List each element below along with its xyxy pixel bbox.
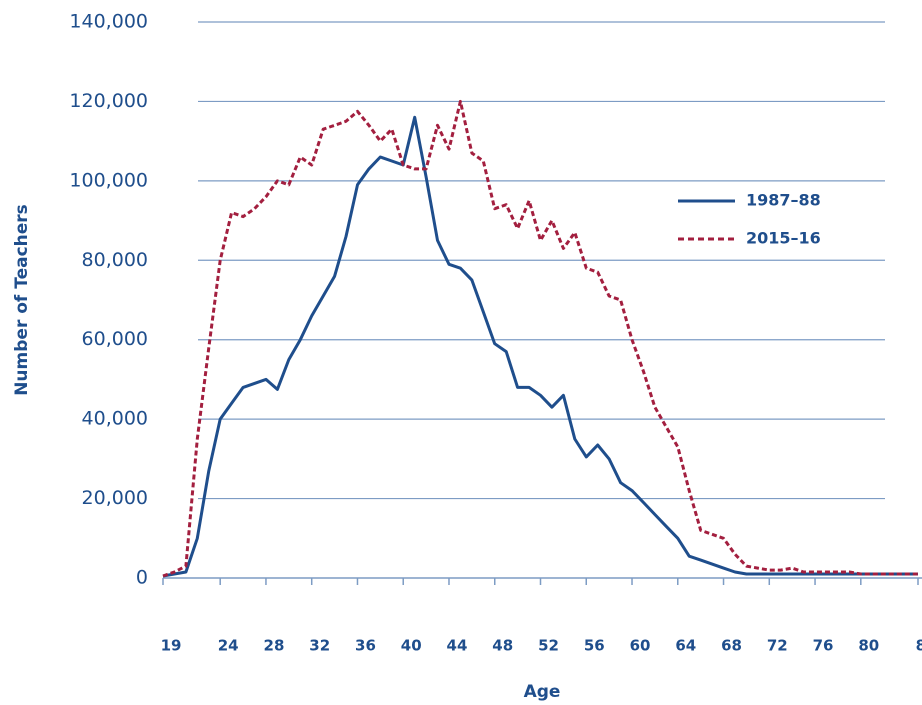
x-tick-label: 76 — [813, 637, 834, 655]
x-tick-label: 40 — [401, 637, 422, 655]
x-tick-label: 48 — [492, 637, 513, 655]
y-tick-label: 0 — [136, 567, 148, 589]
series-line — [162, 99, 918, 578]
x-tick-label: 32 — [309, 637, 330, 655]
x-tick-label: 44 — [447, 637, 468, 655]
y-tick-label: 40,000 — [82, 408, 148, 430]
y-tick-label: 20,000 — [82, 487, 148, 509]
y-tick-label: 140,000 — [69, 11, 148, 33]
x-tick-label: 19 — [161, 637, 182, 655]
y-tick-label: 80,000 — [82, 249, 148, 271]
y-tick-label: 60,000 — [82, 328, 148, 350]
x-axis-label: Age — [524, 682, 561, 702]
x-tick-label: 28 — [264, 637, 285, 655]
x-tick-label: 85 — [916, 637, 922, 655]
y-axis-label: Number of Teachers — [12, 204, 32, 396]
series-line — [162, 115, 918, 578]
legend-label: 1987–88 — [746, 191, 821, 210]
legend-label: 2015–16 — [746, 229, 821, 248]
x-tick-label: 64 — [675, 637, 696, 655]
y-tick-label: 100,000 — [69, 169, 148, 191]
x-tick-label: 24 — [218, 637, 239, 655]
x-tick-label: 36 — [355, 637, 376, 655]
x-tick-label: 60 — [630, 637, 651, 655]
x-tick-label: 72 — [767, 637, 788, 655]
x-tick-label: 56 — [584, 637, 605, 655]
x-tick-label: 52 — [538, 637, 559, 655]
x-tick-label: 80 — [858, 637, 879, 655]
y-tick-label: 120,000 — [69, 90, 148, 112]
x-tick-label: 68 — [721, 637, 742, 655]
